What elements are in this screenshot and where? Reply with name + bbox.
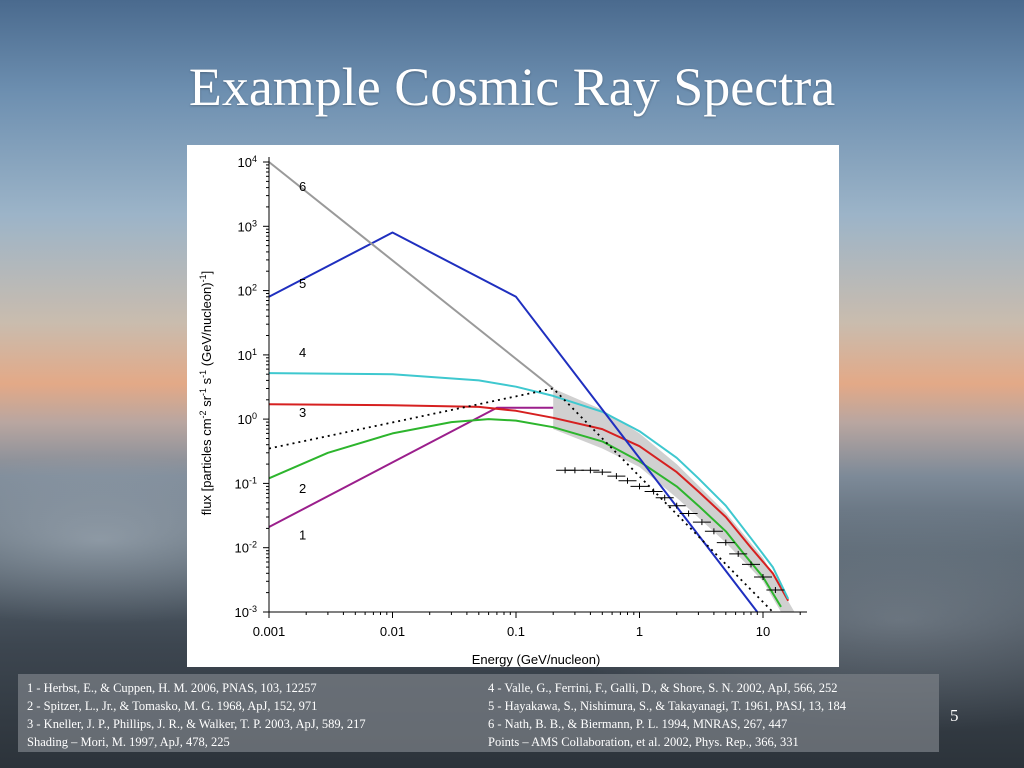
- y-axis-label: flux [particles cm-2 sr-1 s-1 (GeV/nucle…: [198, 271, 214, 516]
- y-tick-label: 10-1: [235, 475, 257, 491]
- series-label-3: 3: [299, 405, 306, 420]
- series-line-3: [268, 403, 790, 602]
- series-label-6: 6: [299, 179, 306, 194]
- dotted-series-line: [268, 387, 774, 613]
- reference-line: 4 - Valle, G., Ferrini, F., Galli, D., &…: [488, 681, 838, 695]
- series-label-1: 1: [299, 528, 306, 543]
- y-tick-label: 10-2: [235, 540, 257, 556]
- series-line-6: [268, 161, 554, 390]
- y-tick-label: 101: [238, 347, 257, 363]
- y-tick-label: 100: [238, 411, 257, 427]
- reference-line: Points – AMS Collaboration, et al. 2002,…: [488, 735, 799, 749]
- y-tick-exponent: 1: [252, 347, 257, 357]
- y-tick-exponent: 4: [252, 154, 257, 164]
- reference-line: 1 - Herbst, E., & Cuppen, H. M. 2006, PN…: [27, 681, 317, 695]
- series-line-5: [268, 231, 759, 613]
- x-tick-label: 10: [756, 624, 770, 639]
- x-tick-label: 1: [636, 624, 643, 639]
- series-label-2: 2: [299, 481, 306, 496]
- y-tick-label: 103: [238, 218, 257, 234]
- y-tick-exponent: 2: [252, 283, 257, 293]
- shading-region: [553, 388, 795, 612]
- x-tick-label: 0.01: [380, 624, 405, 639]
- series-line-2: [268, 418, 782, 608]
- reference-line: 5 - Hayakawa, S., Nishimura, S., & Takay…: [488, 699, 847, 713]
- reference-line: Shading – Mori, M. 1997, ApJ, 478, 225: [27, 735, 230, 749]
- shading-layer: [553, 388, 795, 612]
- y-tick-exponent: -1: [249, 475, 257, 485]
- reference-line: 2 - Spitzer, L., Jr., & Tomasko, M. G. 1…: [27, 699, 318, 713]
- series-layer: 1 2 3 4 5 6: [268, 161, 790, 613]
- y-tick-label: 10-3: [235, 604, 257, 620]
- y-tick-exponent: 3: [252, 218, 257, 228]
- series-label-4: 4: [299, 345, 306, 360]
- points-layer: [556, 467, 785, 593]
- y-tick-exponent: -3: [249, 604, 257, 614]
- references-right-column: 4 - Valle, G., Ferrini, F., Galli, D., &…: [488, 679, 846, 751]
- series-line-1: [268, 406, 554, 528]
- series-label-5: 5: [299, 276, 306, 291]
- references-left-column: 1 - Herbst, E., & Cuppen, H. M. 2006, PN…: [27, 679, 366, 751]
- page-number: 5: [950, 706, 959, 725]
- references-panel: 1 - Herbst, E., & Cuppen, H. M. 2006, PN…: [18, 674, 939, 752]
- y-tick-label: 104: [238, 154, 257, 170]
- y-tick-exponent: 0: [252, 411, 257, 421]
- y-tick-label: 102: [238, 283, 257, 299]
- reference-line: 3 - Kneller, J. P., Phillips, J. R., & W…: [27, 717, 366, 731]
- series-line-4: [268, 372, 790, 600]
- x-tick-label: 0.001: [253, 624, 286, 639]
- x-tick-label: 0.1: [507, 624, 525, 639]
- slide-title: Example Cosmic Ray Spectra: [188, 57, 836, 117]
- y-tick-exponent: -2: [249, 540, 257, 550]
- reference-line: 6 - Nath, B. B., & Biermann, P. L. 1994,…: [488, 717, 788, 731]
- x-axis-label: Energy (GeV/nucleon): [472, 652, 601, 667]
